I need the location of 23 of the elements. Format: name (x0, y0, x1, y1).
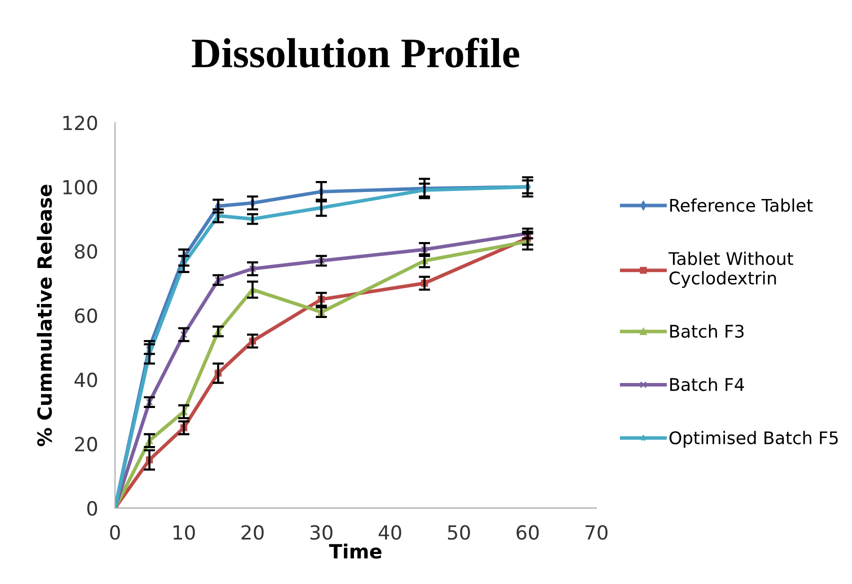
y-axis-title: % Cummulative Release (36, 184, 52, 446)
x-tick-label: 0 (110, 525, 120, 540)
legend-label: Batch F4 (670, 378, 744, 392)
x-tick-label: 20 (242, 525, 264, 540)
x-axis-title: Time (329, 544, 382, 559)
legend-label: Reference Tablet (670, 198, 813, 212)
y-tick-label: 40 (74, 372, 98, 388)
y-tick-label: 80 (74, 244, 98, 259)
y-tick-label: 120 (63, 116, 98, 130)
y-tick-label: 60 (74, 308, 98, 324)
x-tick-label: 50 (448, 525, 470, 540)
x-tick-label: 10 (174, 525, 195, 540)
y-tick-label: 100 (63, 180, 98, 195)
x-tick-label: 30 (310, 525, 332, 540)
x-tick-label: 70 (586, 525, 608, 540)
legend-label: Optimised Batch F5 (670, 430, 838, 448)
x-tick-label: 40 (378, 525, 402, 540)
chart-title: Dissolution Profile (192, 38, 520, 68)
legend-label: Batch F3 (670, 324, 744, 338)
y-tick-label: 20 (75, 436, 98, 452)
legend-label: Tablet Without Cyclodextrin (668, 252, 794, 288)
y-tick-label: 0 (87, 501, 98, 516)
x-tick-label: 60 (516, 525, 539, 540)
